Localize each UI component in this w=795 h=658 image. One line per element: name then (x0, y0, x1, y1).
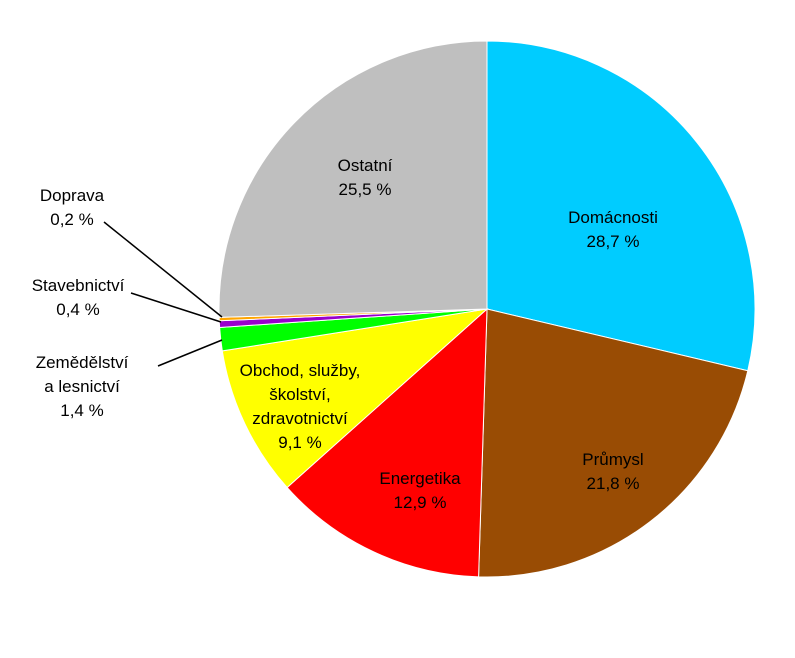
slice-name-label: Ostatní (338, 156, 393, 175)
slice-value-label: 25,5 % (339, 180, 392, 199)
slice-name-label: Doprava (40, 186, 105, 205)
slice-value-label: 0,4 % (56, 300, 99, 319)
slice-label-doprava: Doprava 0,2 % (40, 186, 105, 229)
slice-value-label: 1,4 % (60, 401, 103, 420)
slice-name-label: školství, (269, 385, 330, 404)
slice-label-energetika: Energetika 12,9 % (379, 469, 461, 512)
pie-slice-energetika (286, 307, 488, 578)
slice-name-label: a lesnictví (44, 377, 120, 396)
slice-name-label: Domácnosti (568, 208, 658, 227)
pie-slices (218, 40, 756, 578)
leader-line-stavebnictvi (130, 292, 222, 323)
slice-label-zemedelstvi-a-lesnictvi: Zemědělství a lesnictví 1,4 % (36, 353, 129, 420)
slice-label-stavebnictvi: Stavebnictví 0,4 % (32, 276, 125, 319)
pie-slice-prumysl (478, 308, 749, 578)
slice-name-label: Zemědělství (36, 353, 129, 372)
pie-slice-domacnosti (486, 40, 756, 372)
slice-name-label: Stavebnictví (32, 276, 125, 295)
slice-labels: Domácnosti 28,7 % Průmysl 21,8 % Energetika 1… (32, 156, 658, 512)
slice-name-label: zdravotnictví (252, 409, 348, 428)
slice-label-prumysl: Průmysl 21,8 % (582, 450, 643, 493)
slice-value-label: 0,2 % (50, 210, 93, 229)
pie-slice-obchod-sluzby-skolstvi-zdravotnictvi (221, 308, 489, 489)
leader-lines (103, 221, 223, 367)
slice-value-label: 12,9 % (394, 493, 447, 512)
slice-value-label: 21,8 % (587, 474, 640, 493)
slice-value-label: 28,7 % (587, 232, 640, 251)
slice-name-label: Obchod, služby, (240, 361, 361, 380)
slice-name-label: Energetika (379, 469, 461, 488)
leader-line-zemedelstvi-a-lesnictvi (157, 339, 223, 367)
slice-label-obchod-sluzby-skolstvi-zdravotnictvi: Obchod, služby, školství, zdravotnictví 9,1… (240, 361, 361, 452)
leader-line-doprava (103, 221, 223, 318)
slice-label-ostatni: Ostatní 25,5 % (338, 156, 393, 199)
pie-slice-ostatni (218, 40, 488, 318)
slice-value-label: 9,1 % (278, 433, 321, 452)
slice-name-label: Průmysl (582, 450, 643, 469)
slice-label-domacnosti: Domácnosti 28,7 % (568, 208, 658, 251)
